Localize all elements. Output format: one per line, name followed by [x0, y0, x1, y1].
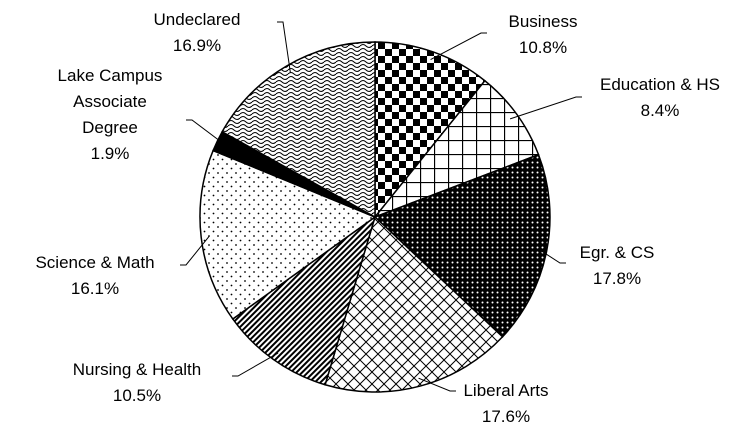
value-label: 16.1% [70, 279, 120, 298]
value-label: 17.8% [592, 269, 642, 288]
slice-label: Science & Math 16.1% [5, 250, 185, 302]
value-label: 10.5% [112, 386, 162, 405]
leader-line [509, 96, 582, 120]
leader-line [180, 236, 210, 266]
slice-label: Lake Campus Associate Degree 1.9% [48, 63, 173, 167]
leader-line [430, 32, 487, 60]
pie-slice [231, 215, 377, 386]
slice-label: Business 10.8% [463, 9, 623, 61]
value-label: 16.9% [172, 36, 222, 55]
value-label: 8.4% [640, 101, 680, 120]
category-label: Business [508, 12, 578, 31]
value-label: 10.8% [518, 38, 568, 57]
category-label: Education & HS [599, 75, 720, 94]
category-label: Egr. & CS [579, 243, 655, 262]
value-label: 17.6% [481, 407, 531, 426]
leader-line [538, 248, 566, 264]
leader-line [186, 119, 225, 145]
pie-slice [374, 41, 486, 220]
pie-slice [221, 41, 376, 219]
pie-slice [373, 153, 551, 338]
slice-label: Egr. & CS 17.8% [547, 240, 687, 292]
pie-slice [199, 149, 377, 321]
leader-line [277, 21, 291, 74]
slice-label: Education & HS 8.4% [570, 72, 747, 124]
leader-line [232, 352, 279, 377]
pie-slice [372, 79, 540, 219]
slice-label: Liberal Arts 17.6% [426, 378, 586, 430]
category-label: Liberal Arts [463, 381, 549, 400]
category-label: Science & Math [35, 253, 155, 272]
slice-label: Undeclared 16.9% [122, 7, 272, 59]
leader-line [418, 377, 456, 392]
category-label: Undeclared [153, 10, 241, 29]
category-label: Nursing & Health [72, 360, 202, 379]
category-label: Lake Campus Associate Degree [57, 66, 163, 137]
value-label: 1.9% [90, 144, 130, 163]
pie-slice [324, 215, 504, 393]
slice-label: Nursing & Health 10.5% [37, 357, 237, 409]
